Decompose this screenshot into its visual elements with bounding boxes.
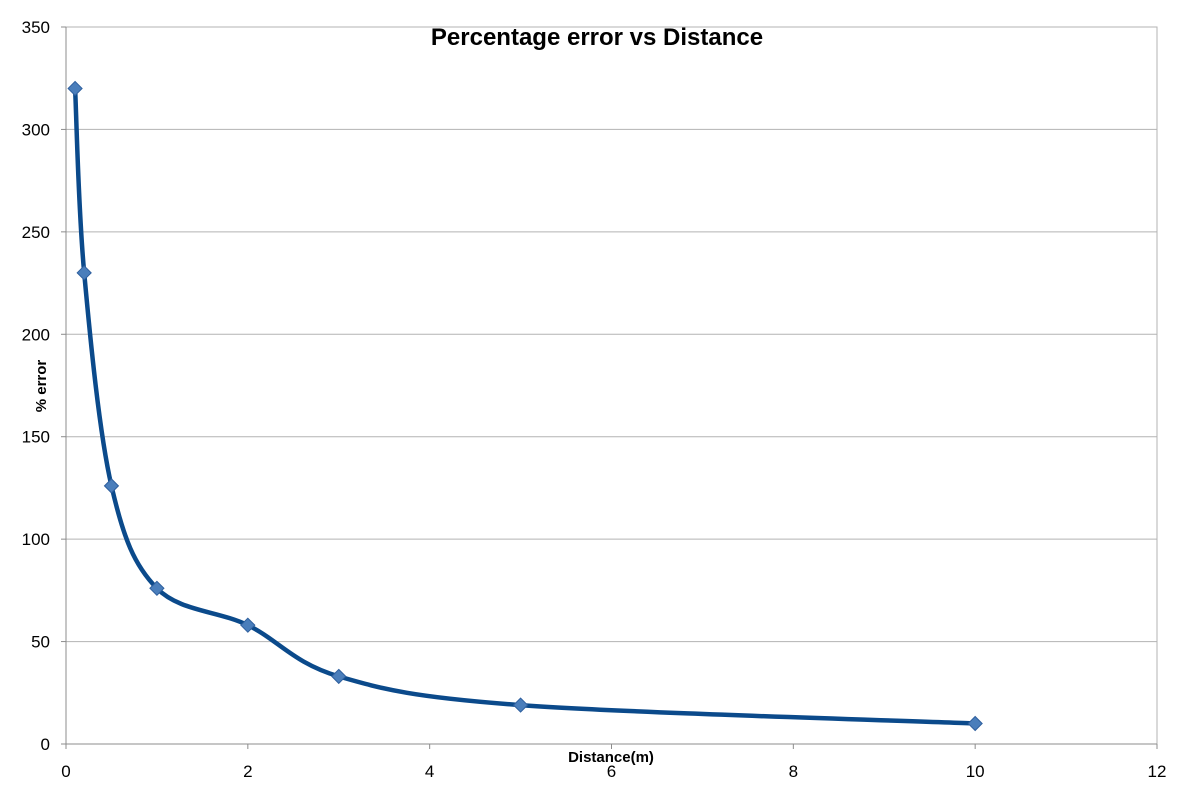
series-line — [72, 86, 978, 726]
data-point-marker — [967, 715, 983, 732]
marker-layer — [67, 80, 983, 732]
x-tick-label: 6 — [607, 762, 616, 781]
gridlines — [66, 26, 1157, 643]
y-axis-label: % error — [33, 360, 50, 413]
x-tick-label: 10 — [966, 762, 985, 781]
y-tick-label: 300 — [22, 120, 50, 139]
data-point-marker — [240, 617, 256, 633]
axes — [61, 26, 1158, 749]
y-tick-label: 200 — [22, 325, 50, 344]
x-axis-label: Distance(m) — [568, 749, 654, 766]
y-tick-label: 100 — [22, 530, 50, 549]
data-point-marker — [67, 80, 83, 97]
data-point-marker — [103, 478, 120, 494]
tick-labels: 0 50 100 150 200 250 300 350 0 2 4 6 8 10 12 — [22, 18, 1167, 781]
data-point-marker — [149, 580, 165, 597]
x-tick-label: 8 — [789, 762, 798, 781]
x-tick-label: 4 — [425, 762, 434, 781]
series-layer — [72, 86, 978, 726]
plot-area — [65, 26, 1158, 745]
x-tick-label: 12 — [1148, 762, 1167, 781]
data-point-marker — [512, 697, 529, 713]
y-tick-label: 250 — [22, 223, 50, 242]
chart-title: Percentage error vs Distance — [431, 24, 763, 51]
y-tick-label: 350 — [22, 18, 50, 37]
x-tick-label: 0 — [61, 762, 70, 781]
y-tick-label: 50 — [31, 633, 50, 652]
data-point-marker — [76, 265, 92, 281]
y-tick-label: 150 — [22, 428, 50, 447]
y-tick-label: 0 — [41, 735, 50, 754]
data-point-marker — [331, 668, 347, 685]
x-tick-label: 2 — [243, 762, 252, 781]
